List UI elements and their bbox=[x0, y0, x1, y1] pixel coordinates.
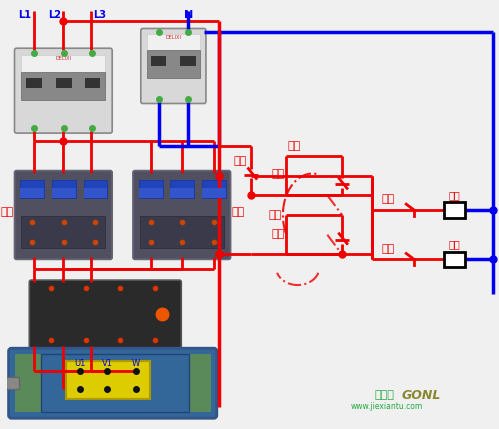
Bar bbox=[151, 56, 167, 66]
Bar bbox=[444, 202, 466, 218]
Bar bbox=[66, 361, 150, 399]
Text: 反转: 反转 bbox=[232, 207, 245, 217]
Bar bbox=[21, 55, 105, 87]
Text: L3: L3 bbox=[93, 9, 106, 20]
Text: www.jiexiantu.com: www.jiexiantu.com bbox=[350, 402, 423, 411]
Text: 反转: 反转 bbox=[449, 239, 461, 250]
FancyBboxPatch shape bbox=[133, 171, 231, 260]
Text: 反转: 反转 bbox=[268, 210, 281, 220]
FancyBboxPatch shape bbox=[29, 280, 181, 348]
Text: U1: U1 bbox=[74, 359, 85, 368]
Bar bbox=[56, 78, 72, 88]
Bar bbox=[83, 188, 107, 198]
Text: 反转: 反转 bbox=[381, 194, 394, 204]
Text: L2: L2 bbox=[48, 9, 61, 20]
Bar bbox=[147, 34, 200, 62]
Bar bbox=[1, 377, 19, 389]
Bar bbox=[180, 56, 196, 66]
Text: 接线图: 接线图 bbox=[375, 390, 395, 399]
Bar bbox=[140, 216, 224, 248]
Text: 启动: 启动 bbox=[271, 229, 285, 239]
Text: 正转: 正转 bbox=[288, 141, 301, 151]
Bar bbox=[83, 181, 107, 198]
Text: V1: V1 bbox=[102, 359, 113, 368]
Bar bbox=[21, 72, 105, 100]
Bar bbox=[26, 78, 42, 88]
Bar bbox=[20, 188, 44, 198]
Text: GONL: GONL bbox=[401, 389, 441, 402]
Bar bbox=[21, 216, 105, 248]
Bar bbox=[139, 181, 163, 198]
Bar bbox=[41, 354, 189, 412]
FancyBboxPatch shape bbox=[14, 171, 112, 260]
Bar bbox=[14, 354, 211, 412]
Text: L1: L1 bbox=[18, 9, 31, 20]
Text: N: N bbox=[184, 9, 193, 20]
Text: 启动: 启动 bbox=[271, 169, 285, 179]
Bar bbox=[171, 181, 194, 198]
Text: DELIXI: DELIXI bbox=[165, 35, 181, 40]
Text: 正转: 正转 bbox=[381, 245, 394, 254]
Bar bbox=[444, 251, 466, 267]
Text: 正转: 正转 bbox=[0, 207, 13, 217]
FancyBboxPatch shape bbox=[14, 48, 112, 133]
Bar bbox=[171, 188, 194, 198]
Text: 停止: 停止 bbox=[233, 156, 247, 166]
Bar bbox=[52, 188, 76, 198]
Text: 正转: 正转 bbox=[449, 190, 461, 200]
Bar bbox=[84, 78, 100, 88]
Text: DELIXI: DELIXI bbox=[55, 56, 71, 61]
Bar bbox=[147, 50, 200, 78]
Text: W: W bbox=[132, 359, 140, 368]
Bar bbox=[20, 181, 44, 198]
Bar bbox=[52, 181, 76, 198]
Bar bbox=[139, 188, 163, 198]
Bar bbox=[202, 188, 226, 198]
Bar bbox=[202, 181, 226, 198]
FancyBboxPatch shape bbox=[141, 28, 206, 103]
FancyBboxPatch shape bbox=[8, 348, 217, 418]
